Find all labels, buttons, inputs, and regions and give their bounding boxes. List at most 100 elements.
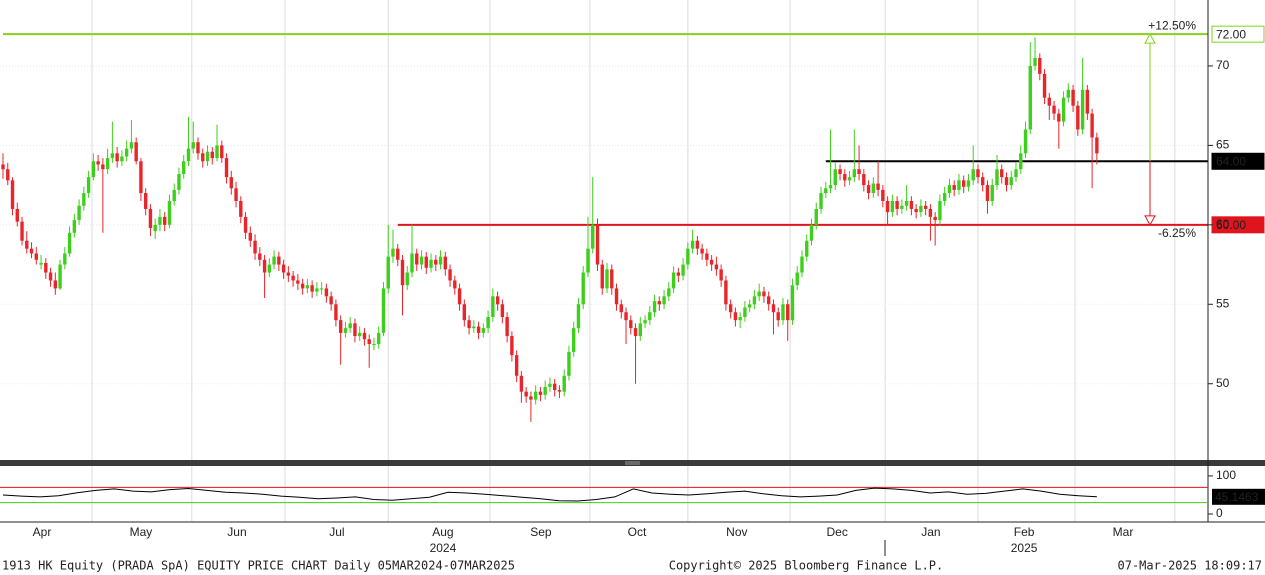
- candle-body: [757, 291, 761, 297]
- candle-body: [904, 201, 909, 206]
- candle-body: [310, 285, 314, 292]
- candle-body: [6, 169, 10, 181]
- candle-body: [838, 169, 842, 174]
- candle-body: [291, 275, 295, 281]
- candle-body: [96, 161, 100, 165]
- candle-body: [77, 205, 81, 221]
- candle-body: [1014, 169, 1018, 178]
- x-tick-label: Sep: [530, 525, 552, 539]
- candle-body: [15, 208, 19, 222]
- candle-body: [396, 248, 400, 260]
- panel-divider: [0, 460, 1265, 466]
- candle-body: [319, 288, 324, 290]
- year-label: 2025: [1011, 541, 1038, 555]
- candle-body: [53, 280, 58, 289]
- candle-body: [567, 351, 571, 376]
- candle-body: [862, 173, 866, 186]
- candle-body: [1066, 89, 1071, 98]
- candle-body: [201, 153, 205, 162]
- year-label: 2024: [430, 541, 457, 555]
- candle-body: [1033, 57, 1037, 66]
- candle-body: [158, 216, 162, 225]
- y-tick-label: 60: [1216, 217, 1230, 231]
- candle-body: [990, 185, 994, 202]
- candle-body: [952, 185, 956, 190]
- candle-body: [900, 205, 904, 209]
- candle-body: [605, 269, 609, 289]
- candle-body: [1052, 105, 1056, 114]
- candle-body: [63, 253, 67, 265]
- candle-body: [786, 304, 790, 321]
- candle-body: [709, 259, 714, 265]
- candle-body: [424, 256, 428, 268]
- candle-body: [985, 185, 990, 202]
- candle-body: [995, 169, 999, 186]
- candle-body: [852, 169, 857, 178]
- candle-body: [914, 208, 918, 213]
- candle-body: [215, 145, 219, 159]
- x-tick-label: Nov: [726, 525, 747, 539]
- y-tick-label: 55: [1216, 296, 1230, 310]
- footer-right: 07-Mar-2025 18:09:17: [1118, 559, 1263, 573]
- candle-body: [148, 208, 153, 229]
- candle-body: [120, 156, 124, 162]
- candle-body: [300, 283, 305, 289]
- candle-body: [871, 183, 876, 194]
- rsi-box: [1212, 488, 1265, 505]
- candle-body: [296, 280, 300, 284]
- y-tick-label: 50: [1216, 376, 1230, 390]
- candle-body: [562, 375, 566, 392]
- candle-body: [752, 296, 757, 305]
- candle-body: [552, 383, 557, 391]
- candle-body: [10, 180, 15, 209]
- candle-body: [391, 248, 395, 257]
- candle-body: [767, 296, 771, 305]
- candle-body: [434, 259, 438, 265]
- candle-body: [1042, 73, 1047, 98]
- y-tick-label: 70: [1216, 58, 1230, 72]
- candle-body: [648, 312, 652, 321]
- footer-left: 1913 HK Equity (PRADA SpA) EQUITY PRICE …: [2, 559, 515, 573]
- candle-body: [676, 272, 681, 276]
- candle-body: [1028, 65, 1032, 130]
- level-box: [1211, 152, 1265, 170]
- candle-body: [367, 339, 371, 345]
- candle-body: [400, 259, 405, 286]
- candle-body: [29, 248, 34, 254]
- plot: 72.00 64.00 60.00 +12.50% -6.25%: [1, 18, 1265, 422]
- candle-body: [957, 180, 961, 190]
- level-label: 72.00: [1216, 27, 1246, 41]
- candle-body: [847, 177, 852, 181]
- rsi-label: 45.1463: [1215, 490, 1259, 504]
- candle-body: [277, 256, 281, 265]
- candle-body: [652, 301, 657, 313]
- candle-body: [105, 158, 110, 170]
- candle-body: [1061, 97, 1066, 122]
- candle-body: [224, 158, 229, 178]
- candle-body: [976, 169, 980, 178]
- candle-body: [747, 304, 752, 308]
- candle-body: [448, 269, 452, 281]
- x-tick-label: Apr: [33, 525, 52, 539]
- candle-body: [800, 256, 804, 273]
- x-tick-label: Oct: [628, 525, 647, 539]
- candle-body: [524, 391, 528, 397]
- candle-body: [543, 386, 547, 395]
- candle-body: [933, 216, 937, 221]
- candle-body: [486, 316, 490, 329]
- candle-body: [610, 269, 614, 289]
- candle-body: [857, 169, 861, 174]
- candle-body: [476, 326, 481, 333]
- candle-body: [72, 220, 77, 233]
- candle-body: [885, 201, 890, 213]
- candle-body: [510, 336, 514, 356]
- level-label: 60.00: [1216, 218, 1246, 232]
- candle-body: [481, 328, 486, 333]
- candle-body: [248, 232, 253, 241]
- candle-body: [286, 272, 291, 276]
- candle-body: [419, 256, 424, 265]
- candle-body: [415, 253, 419, 265]
- candle-body: [923, 205, 928, 209]
- candle-body: [186, 148, 191, 162]
- candle-body: [548, 383, 552, 387]
